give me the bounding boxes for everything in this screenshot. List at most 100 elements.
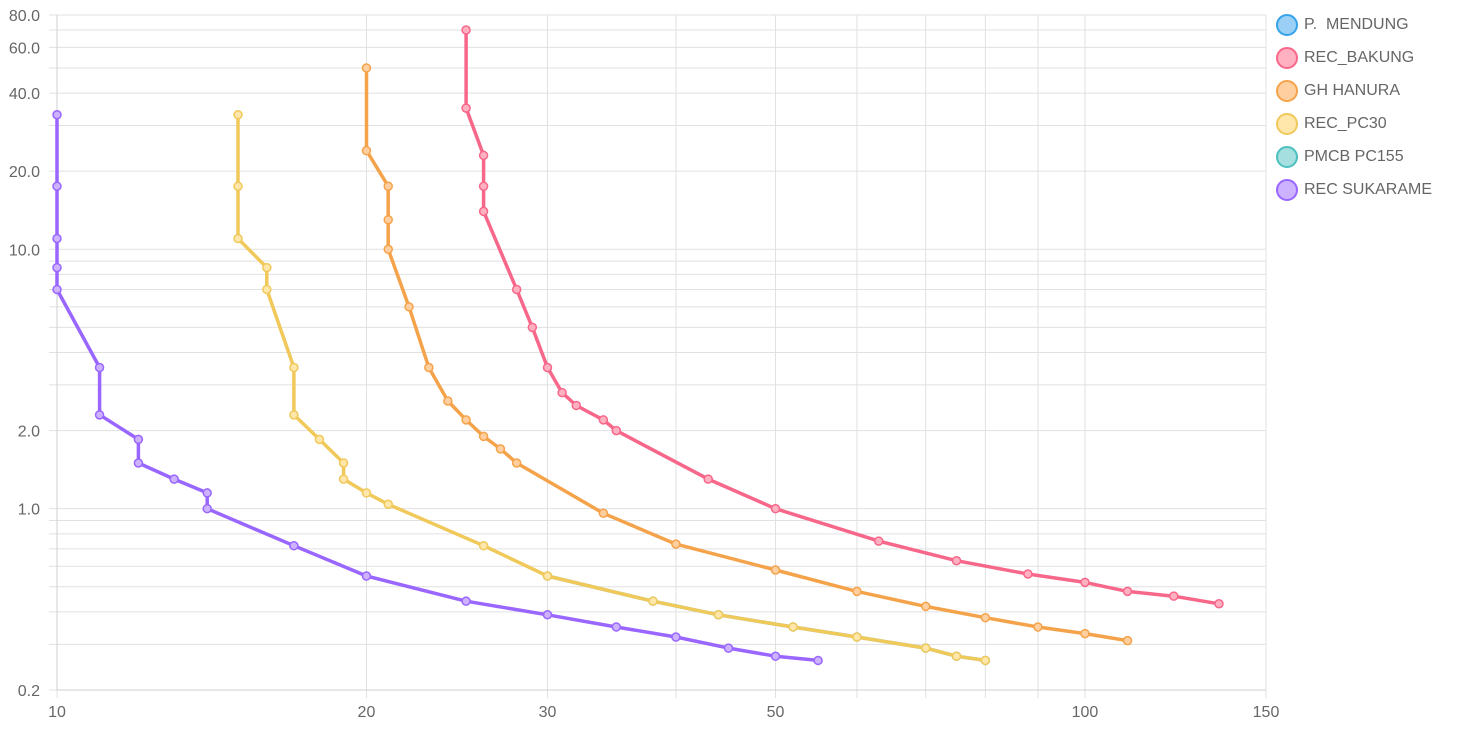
data-point [703,474,713,484]
data-point [314,434,325,445]
data-point [852,586,862,597]
legend-item-rec-bakung[interactable]: REC_BAKUNG [1276,41,1432,74]
series-lines [52,25,1224,666]
data-point [52,284,62,295]
x-tick-label: 150 [1253,704,1280,721]
y-tick-label: 2.0 [18,424,40,441]
legend-item-rec-sukarame[interactable]: REC SUKARAME [1276,173,1432,206]
data-point [461,596,471,606]
data-point [461,103,471,113]
series-rec-sukarame [52,110,823,666]
data-point [557,387,567,398]
data-point [478,431,489,442]
legend-label: GH HANURA [1304,81,1401,99]
legend-swatch [1276,112,1298,135]
data-point [920,601,931,612]
legend-swatch [1276,46,1298,69]
data-point [1033,622,1043,632]
data-point [289,362,299,373]
legend-swatch [1276,13,1298,36]
data-point [233,110,243,120]
data-point [951,555,962,566]
data-point [338,458,349,468]
series-gh-hanura [361,63,1133,646]
data-point [1169,591,1179,601]
x-tick-label: 30 [539,704,557,721]
axes: 10 20 30 50 100 150 0.2 1.0 2.0 10.0 20.0 40.0 60.0 8… [9,8,1280,721]
data-point [980,655,991,666]
data-point [289,410,299,420]
x-tick-label: 50 [767,704,785,721]
data-point [383,499,393,510]
data-point [598,508,609,519]
data-point [233,181,243,191]
legend-item-gh-hanura[interactable]: GH HANURA [1276,74,1432,107]
data-point [443,396,453,406]
data-point [571,400,582,411]
x-tick-label: 10 [48,704,66,721]
legend-item-pmcb-pc155[interactable]: PMCB PC155 [1276,140,1432,173]
data-point [770,503,781,514]
data-point [289,540,299,551]
data-point [713,610,724,620]
data-point [648,596,658,606]
series-line [464,28,1221,606]
y-tick-label: 80.0 [9,8,40,25]
data-point [671,632,681,642]
legend-label: REC SUKARAME [1304,180,1433,198]
legend-item-rec-pc30[interactable]: REC_PC30 [1276,107,1432,140]
series-rec-bakung [461,25,1224,609]
legend-item-p-mendung[interactable]: P. MENDUNG [1276,8,1432,41]
data-point [511,458,522,468]
data-point [361,145,372,156]
series-line [236,113,988,663]
data-point [461,25,471,35]
data-point [94,362,105,373]
data-point [770,651,781,661]
data-point [542,610,553,620]
data-point [52,181,62,191]
data-point [478,181,489,191]
data-point [383,181,393,191]
data-point [671,539,681,549]
data-point [424,362,434,373]
data-point [478,150,489,161]
data-point [611,425,622,436]
data-point [611,622,622,632]
data-point [1122,635,1133,646]
y-tick-label: 60.0 [9,40,40,57]
data-point [598,415,609,425]
legend-label: P. MENDUNG [1304,15,1409,33]
y-tick-label: 10.0 [9,242,40,259]
data-point [495,444,506,454]
data-point [383,244,393,255]
data-point [511,284,522,295]
data-point [52,262,62,273]
data-point [920,643,931,653]
data-point [1122,586,1133,597]
data-point [1080,628,1090,639]
data-point [542,362,553,373]
data-point [94,410,105,420]
data-point [383,214,393,225]
data-point [813,655,823,666]
y-tick-label: 0.2 [18,683,40,700]
data-point [202,503,212,514]
data-point [788,622,798,632]
data-point [202,488,212,498]
data-point [980,612,991,623]
data-point [133,458,144,468]
data-point [1023,569,1033,579]
data-point [361,63,372,73]
data-point [723,643,734,653]
data-point [873,536,884,546]
data-point [770,565,781,575]
data-point [1080,577,1090,588]
legend-swatch [1276,79,1298,102]
data-point [133,434,144,445]
legend-label: REC_BAKUNG [1304,48,1415,66]
y-tick-label: 40.0 [9,86,40,103]
data-point [361,488,372,498]
legend-label: REC_PC30 [1304,114,1387,132]
